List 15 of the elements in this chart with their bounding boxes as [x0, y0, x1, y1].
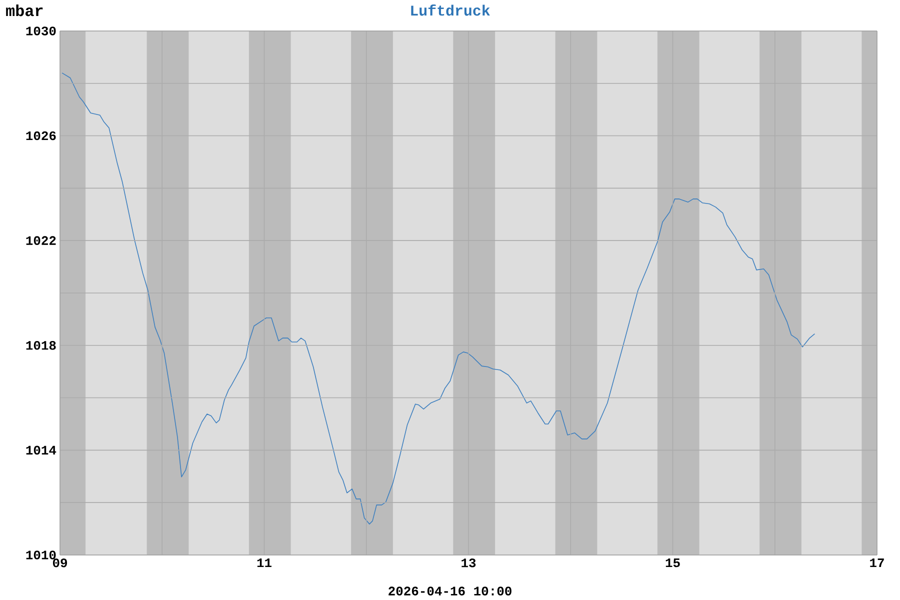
- line-series: [62, 72, 816, 524]
- x-tick-label: 13: [462, 558, 476, 568]
- x-tick-label: 09: [52, 558, 68, 568]
- y-axis-title: mbar: [6, 4, 43, 16]
- x-tick-label: 15: [666, 558, 680, 568]
- y-tick-label: 1026: [26, 131, 56, 140]
- x-tick-label: 17: [870, 558, 884, 568]
- chart-title: Luftdruck: [411, 4, 490, 16]
- y-tick-label: 1018: [26, 340, 56, 350]
- x-tick-label: 11: [257, 558, 272, 568]
- y-tick-label: 1010: [26, 550, 56, 560]
- text: 2026-04-16 10:00: [388, 586, 512, 596]
- y-tick-label: 1030: [26, 26, 56, 36]
- y-tick-label: 1022: [26, 236, 56, 245]
- y-tick-label: 1014: [26, 446, 56, 455]
